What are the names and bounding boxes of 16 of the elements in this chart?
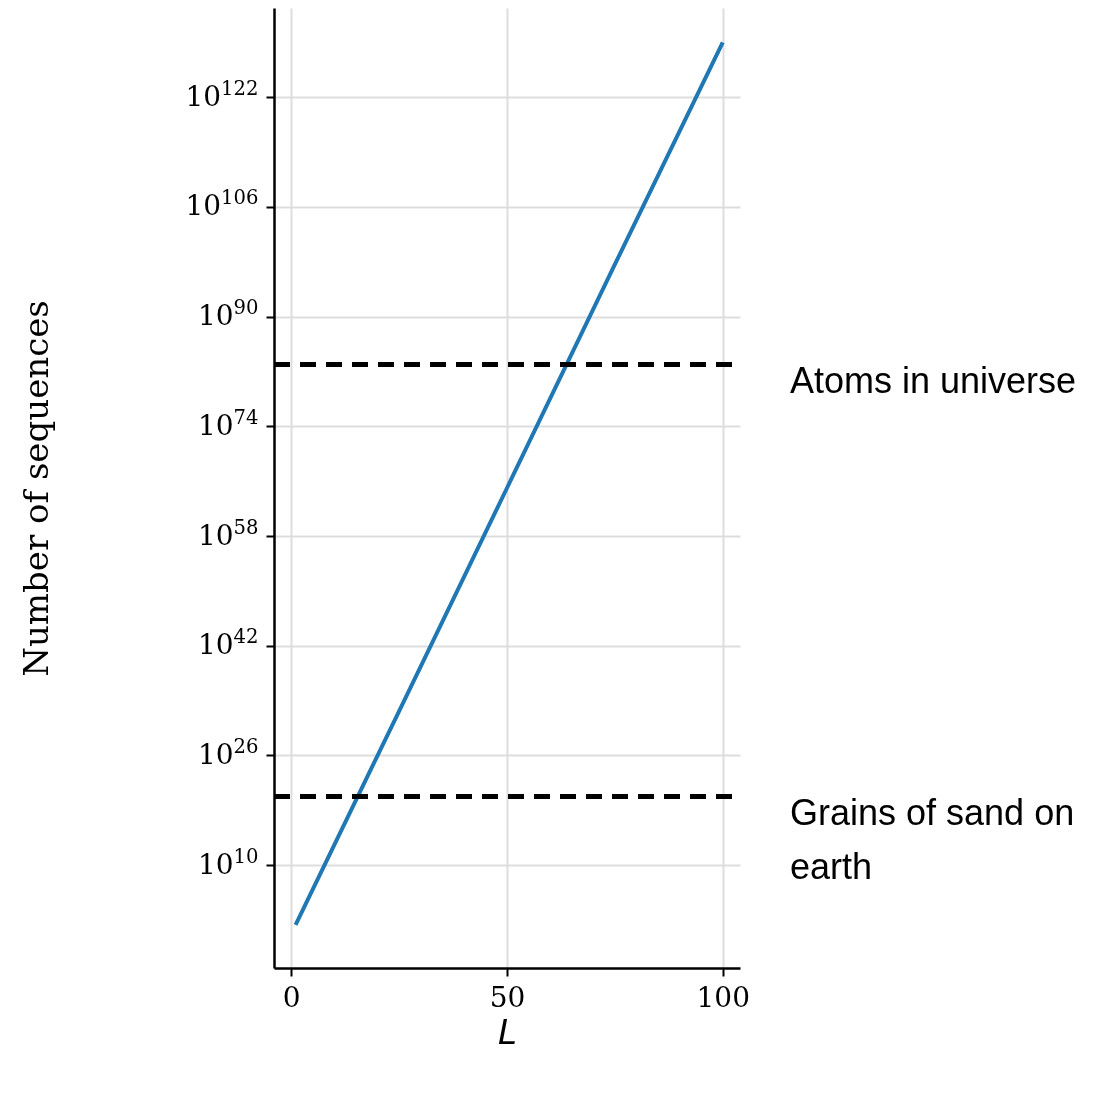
y-tick-label: 10$^{42}$ — [197, 624, 259, 662]
x-tick-label: 100 — [696, 980, 750, 1014]
x-tick-label: 0 — [282, 980, 301, 1014]
y-tick-label: 10$^{90}$ — [197, 295, 259, 333]
y-tick-label: 10$^{10}$ — [197, 844, 259, 881]
line-series — [293, 40, 725, 927]
ref-line-label: Atoms in universe — [790, 359, 1077, 401]
ref-line-label: Grains of sand on earth — [790, 791, 1075, 887]
x-tick-label: 50 — [489, 980, 526, 1014]
y-tick-label: 10$^{122}$ — [185, 76, 259, 113]
y-tick-label: 10$^{58}$ — [197, 515, 259, 552]
y-tick-label: 10$^{106}$ — [185, 185, 259, 223]
y-axis-title: Number of sequences — [15, 300, 56, 677]
x-axis-title: L — [498, 1011, 517, 1052]
y-tick-label: 10$^{26}$ — [197, 734, 259, 771]
y-tick-label: 10$^{74}$ — [197, 405, 259, 442]
